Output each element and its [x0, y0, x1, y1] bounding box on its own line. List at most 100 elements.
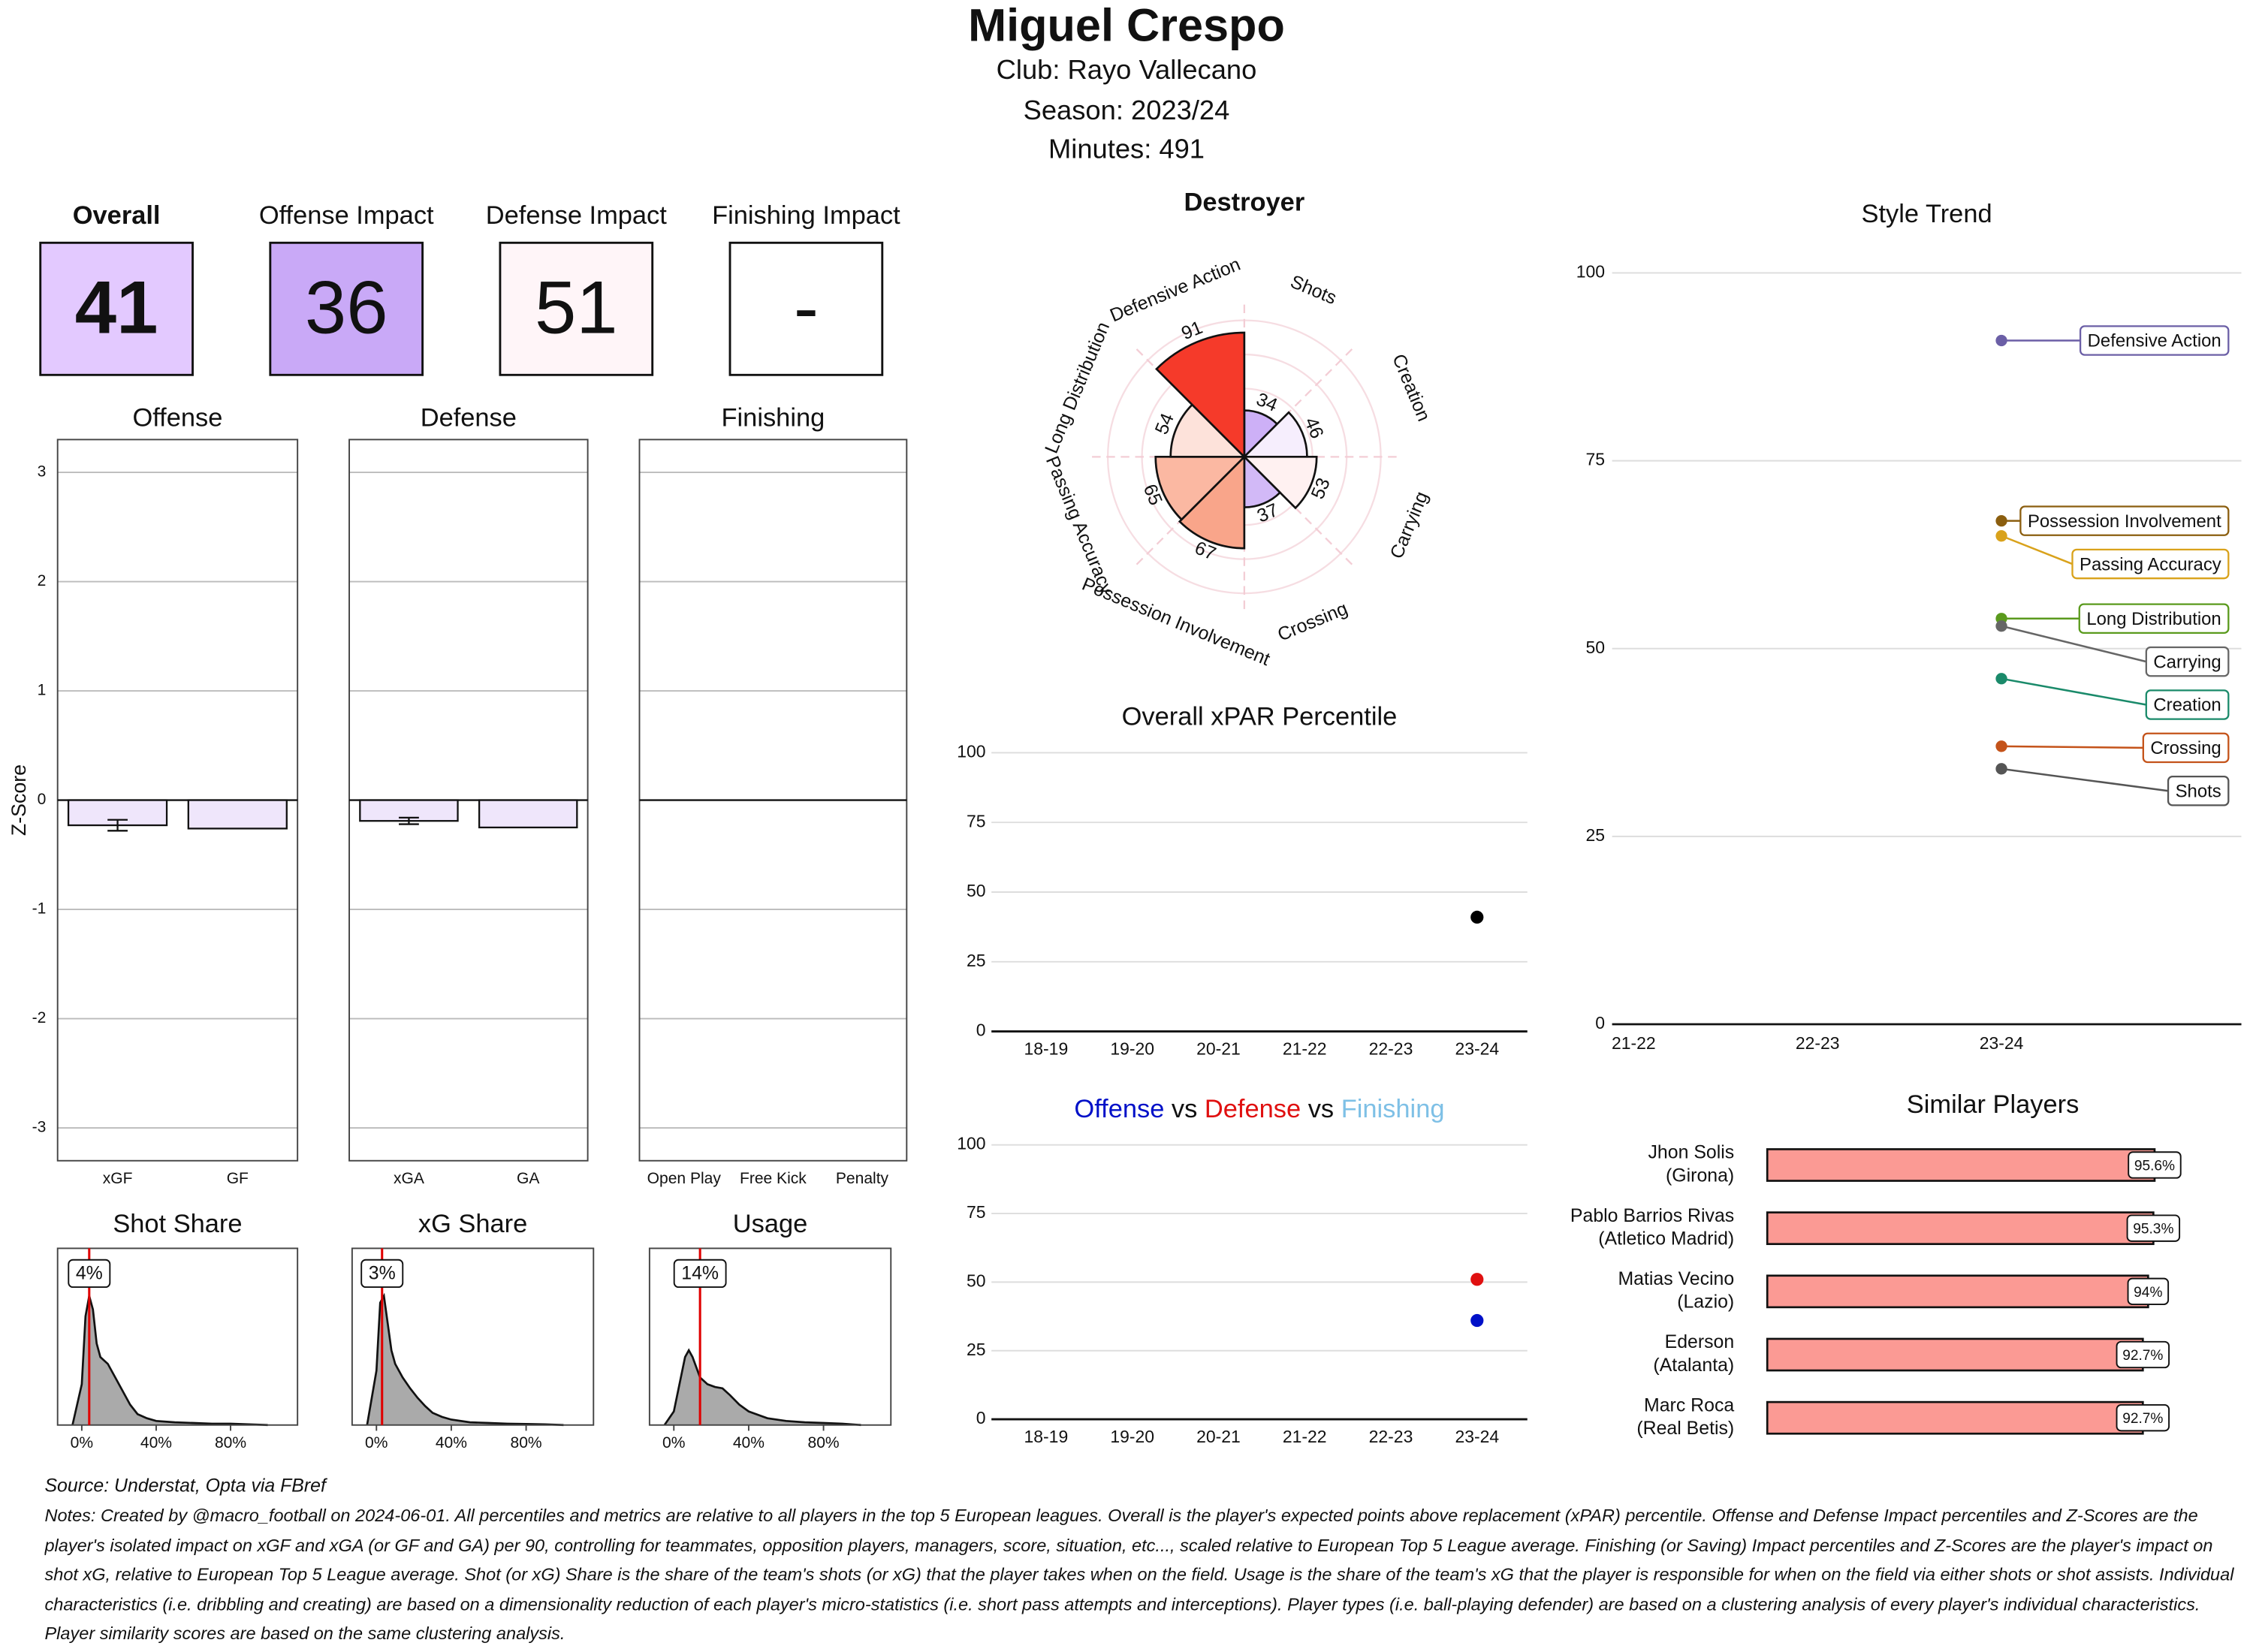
y-tick-label: -2 — [32, 1009, 47, 1026]
y-tick-label: 25 — [967, 951, 986, 970]
panel-frame — [351, 1247, 595, 1426]
label-box — [2145, 689, 2230, 720]
x-tick-label: 80% — [808, 1434, 840, 1452]
y-tick-label: 3 — [38, 463, 47, 481]
y-tick-label: 75 — [967, 1202, 986, 1222]
x-tick-label: 0% — [662, 1434, 685, 1452]
y-tick-label: 50 — [1586, 638, 1606, 657]
label-box — [2078, 603, 2230, 634]
category-label: Marc Roca — [1644, 1394, 1734, 1415]
marker-label: 14% — [681, 1262, 719, 1283]
label-leader — [2001, 745, 2143, 749]
notes: Notes: Created by @macro_football on 202… — [44, 1505, 2234, 1644]
x-tick-label: 20-21 — [1196, 1427, 1241, 1446]
x-tick-label: 23-24 — [1980, 1033, 2024, 1053]
polar-bar — [1178, 454, 1246, 550]
value-label-box — [2128, 1151, 2182, 1179]
group-label: (Lazio) — [1677, 1292, 1734, 1313]
season: Season: 2023/24 — [1024, 95, 1230, 125]
panel-title: Offense — [132, 404, 222, 433]
x-tick-label: 19-20 — [1110, 1427, 1154, 1446]
legend-entry: Defense — [1205, 1095, 1301, 1123]
group-label: (Atletico Madrid) — [1598, 1228, 1734, 1250]
minutes: Minutes: 491 — [1048, 133, 1205, 164]
label-box — [2167, 776, 2230, 806]
y-tick-label: 100 — [957, 741, 985, 761]
density-line — [663, 1348, 861, 1427]
y-tick-label: 75 — [967, 811, 986, 831]
series-label: Possession Involvement — [2028, 511, 2221, 532]
polar-bar — [1154, 456, 1247, 521]
score-label: Defense Impact — [486, 201, 668, 230]
polar-bar — [1241, 456, 1318, 510]
polar-spoke — [1244, 347, 1354, 458]
value-label: 92.7% — [2122, 1411, 2163, 1427]
title-separator: vs — [1308, 1095, 1334, 1123]
series-label: Long Distribution — [2086, 609, 2221, 629]
bar — [1766, 1148, 2156, 1182]
y-tick-label: -1 — [32, 900, 47, 918]
x-tick-label: 80% — [215, 1434, 246, 1452]
value-label: 94% — [2134, 1285, 2162, 1301]
club: Club: Rayo Vallecano — [997, 54, 1257, 85]
value-label: 95.3% — [2133, 1222, 2173, 1237]
x-tick-label: Free Kick — [740, 1170, 807, 1187]
value-label-box — [2116, 1340, 2170, 1369]
marker-label-box — [68, 1259, 111, 1289]
y-axis-title: Z-Score — [8, 764, 30, 836]
x-tick-label: 18-19 — [1024, 1427, 1069, 1446]
category-label: Ederson — [1665, 1331, 1735, 1352]
value-label: 92.7% — [2122, 1348, 2163, 1364]
legend-entry: Finishing — [1341, 1095, 1445, 1123]
score-value: - — [794, 266, 819, 349]
y-tick-label: 50 — [967, 881, 986, 900]
dot — [1470, 910, 1484, 924]
panel-frame — [648, 1247, 892, 1426]
error-bar — [399, 816, 419, 825]
dot — [1470, 1313, 1484, 1328]
y-tick-label: 0 — [38, 791, 47, 808]
series-label: Carrying — [2153, 652, 2221, 672]
marker-label: 3% — [369, 1262, 396, 1283]
source: Source: Understat, Opta via FBref — [44, 1476, 328, 1497]
error-bar — [107, 818, 128, 832]
score-box — [269, 241, 424, 376]
x-tick-label: 40% — [140, 1434, 172, 1452]
panel-title: Defense — [421, 404, 517, 433]
panel-title: Offense vs Defense vs Finishing — [1074, 1095, 1444, 1123]
y-tick-label: 100 — [1576, 262, 1605, 282]
density-fill — [72, 1295, 268, 1425]
label-box — [2019, 505, 2230, 536]
dot — [1470, 1273, 1484, 1286]
y-tick-label: 1 — [38, 682, 47, 699]
value-label-box — [2127, 1277, 2170, 1305]
panel-title: Finishing — [722, 404, 825, 433]
panel-title: Style Trend — [1862, 200, 1992, 228]
score-value: 41 — [75, 266, 158, 349]
label-leader — [2001, 535, 2073, 565]
series-label: Shots — [2176, 782, 2221, 802]
score-box — [499, 241, 654, 376]
category-label: Pablo Barrios Rivas — [1570, 1205, 1734, 1226]
density-fill — [366, 1295, 564, 1425]
x-tick-label: 40% — [733, 1434, 765, 1452]
y-tick-label: 0 — [976, 1020, 986, 1040]
x-tick-label: 0% — [71, 1434, 93, 1452]
y-tick-label: 75 — [1586, 450, 1606, 469]
y-tick-label: 100 — [957, 1134, 985, 1153]
bar — [1766, 1337, 2144, 1372]
x-tick-label: 0% — [365, 1434, 388, 1452]
panel-title: Shot Share — [113, 1210, 242, 1238]
series-label: Defensive Action — [2088, 331, 2221, 351]
label-leader — [2001, 767, 2169, 792]
title-separator: vs — [1172, 1095, 1197, 1123]
x-tick-label: xGA — [394, 1170, 424, 1187]
x-tick-label: 23-24 — [1455, 1039, 1499, 1058]
y-tick-label: -3 — [32, 1119, 47, 1136]
x-tick-label: 22-23 — [1796, 1033, 1840, 1053]
bar — [1766, 1274, 2149, 1309]
x-tick-label: xGF — [103, 1170, 133, 1187]
x-tick-label: 22-23 — [1369, 1039, 1413, 1058]
